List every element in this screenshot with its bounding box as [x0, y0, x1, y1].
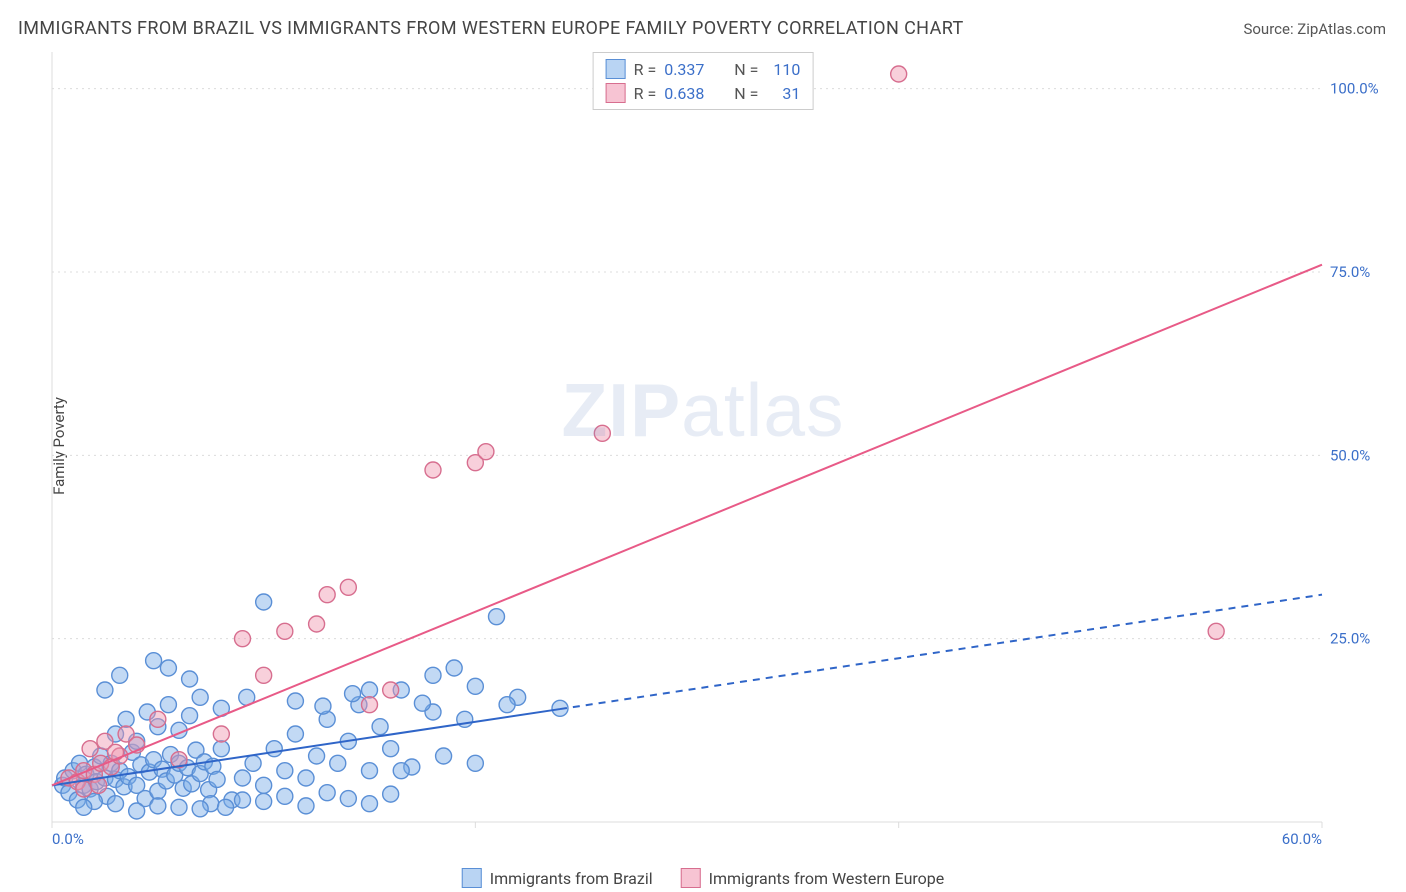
- legend-label-weur: Immigrants from Western Europe: [709, 869, 945, 888]
- data-point-brazil: [266, 741, 282, 757]
- data-point-brazil: [277, 763, 293, 779]
- data-point-weur: [319, 587, 335, 603]
- data-point-weur: [362, 697, 378, 713]
- r-value-brazil: 0.337: [664, 60, 722, 79]
- data-point-weur: [1208, 623, 1224, 639]
- data-point-brazil: [446, 660, 462, 676]
- data-point-brazil: [315, 698, 331, 714]
- swatch-brazil: [606, 59, 626, 79]
- legend-label-brazil: Immigrants from Brazil: [490, 869, 653, 888]
- data-point-brazil: [160, 660, 176, 676]
- data-point-brazil: [129, 803, 145, 819]
- data-point-brazil: [414, 695, 430, 711]
- n-value-weur: 31: [766, 84, 800, 103]
- data-point-brazil: [146, 653, 162, 669]
- data-point-brazil: [340, 791, 356, 807]
- data-point-brazil: [150, 798, 166, 814]
- correlation-legend: R = 0.337 N = 110 R = 0.638 N = 31: [593, 52, 814, 110]
- data-point-brazil: [256, 793, 272, 809]
- data-point-weur: [891, 66, 907, 82]
- data-point-brazil: [436, 748, 452, 764]
- data-point-brazil: [256, 594, 272, 610]
- swatch-weur: [606, 83, 626, 103]
- data-point-brazil: [298, 770, 314, 786]
- data-point-brazil: [112, 667, 128, 683]
- data-point-brazil: [171, 799, 187, 815]
- data-point-brazil: [362, 763, 378, 779]
- data-point-brazil: [309, 748, 325, 764]
- data-point-brazil: [362, 796, 378, 812]
- data-point-brazil: [256, 777, 272, 793]
- data-point-brazil: [393, 763, 409, 779]
- trend-line-weur: [52, 265, 1322, 786]
- x-tick-label: 0.0%: [52, 830, 84, 848]
- data-point-weur: [150, 711, 166, 727]
- data-point-brazil: [287, 693, 303, 709]
- data-point-weur: [277, 623, 293, 639]
- swatch-weur-bottom: [681, 868, 701, 888]
- y-tick-label: 100.0%: [1330, 80, 1379, 98]
- data-point-weur: [425, 462, 441, 478]
- data-point-brazil: [182, 708, 198, 724]
- data-point-brazil: [97, 682, 113, 698]
- y-tick-label: 25.0%: [1330, 630, 1370, 648]
- data-point-brazil: [277, 788, 293, 804]
- data-point-brazil: [330, 755, 346, 771]
- legend-item-brazil: Immigrants from Brazil: [462, 868, 653, 888]
- data-point-brazil: [108, 796, 124, 812]
- data-point-brazil: [213, 741, 229, 757]
- data-point-brazil: [467, 755, 483, 771]
- data-point-brazil: [245, 755, 261, 771]
- data-point-weur: [340, 579, 356, 595]
- n-value-brazil: 110: [766, 60, 800, 79]
- data-point-brazil: [298, 798, 314, 814]
- trend-line-brazil-extrapolated: [560, 595, 1322, 709]
- data-point-brazil: [319, 785, 335, 801]
- data-point-brazil: [209, 771, 225, 787]
- y-tick-label: 75.0%: [1330, 263, 1370, 281]
- r-value-weur: 0.638: [664, 84, 722, 103]
- data-point-brazil: [362, 682, 378, 698]
- data-point-weur: [256, 667, 272, 683]
- data-point-weur: [76, 781, 92, 797]
- data-point-brazil: [383, 741, 399, 757]
- data-point-brazil: [372, 719, 388, 735]
- data-point-brazil: [383, 786, 399, 802]
- data-point-brazil: [192, 801, 208, 817]
- data-point-brazil: [118, 711, 134, 727]
- data-point-brazil: [287, 726, 303, 742]
- series-legend: Immigrants from Brazil Immigrants from W…: [462, 868, 945, 888]
- legend-row-weur: R = 0.638 N = 31: [606, 81, 801, 105]
- data-point-weur: [383, 682, 399, 698]
- data-point-brazil: [218, 799, 234, 815]
- data-point-weur: [82, 741, 98, 757]
- data-point-weur: [235, 631, 251, 647]
- swatch-brazil-bottom: [462, 868, 482, 888]
- data-point-weur: [213, 726, 229, 742]
- data-point-weur: [309, 616, 325, 632]
- x-tick-label: 60.0%: [1282, 830, 1322, 848]
- data-point-brazil: [345, 686, 361, 702]
- data-point-brazil: [425, 667, 441, 683]
- data-point-brazil: [235, 770, 251, 786]
- data-point-brazil: [192, 689, 208, 705]
- data-point-brazil: [467, 678, 483, 694]
- data-point-brazil: [489, 609, 505, 625]
- data-point-brazil: [76, 799, 92, 815]
- legend-item-weur: Immigrants from Western Europe: [681, 868, 945, 888]
- data-point-brazil: [182, 671, 198, 687]
- chart-title: IMMIGRANTS FROM BRAZIL VS IMMIGRANTS FRO…: [18, 18, 964, 39]
- y-tick-label: 50.0%: [1330, 446, 1370, 464]
- data-point-weur: [478, 444, 494, 460]
- scatter-plot: 25.0%50.0%75.0%100.0%0.0%60.0%: [52, 52, 1384, 844]
- legend-row-brazil: R = 0.337 N = 110: [606, 57, 801, 81]
- data-point-brazil: [235, 792, 251, 808]
- data-point-brazil: [160, 697, 176, 713]
- data-point-brazil: [499, 697, 515, 713]
- source-label: Source: ZipAtlas.com: [1243, 20, 1386, 38]
- data-point-weur: [594, 425, 610, 441]
